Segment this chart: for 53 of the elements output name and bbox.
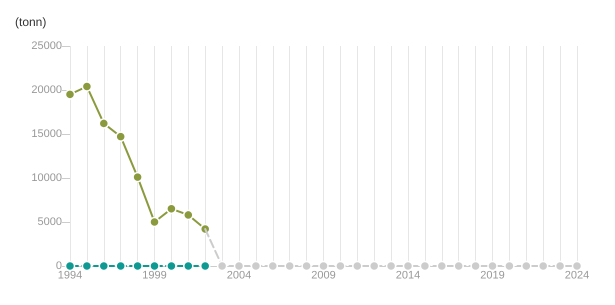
point: [149, 216, 160, 228]
point: [487, 260, 498, 272]
point: [234, 260, 244, 272]
x-tick-label: 2004: [226, 270, 252, 282]
point: [284, 260, 295, 272]
point: [183, 260, 194, 272]
x-tick-label: 2009: [311, 270, 336, 282]
y-tick-label: 15000: [31, 128, 62, 140]
point: [301, 260, 312, 272]
point: [504, 260, 515, 272]
point: [368, 260, 380, 272]
point: [250, 260, 262, 272]
y-axis-title: (tonn): [15, 15, 46, 29]
point: [82, 81, 92, 92]
x-tick-label: 2014: [396, 270, 420, 282]
point: [572, 260, 582, 272]
point: [470, 260, 481, 272]
y-tick-label: 10000: [31, 172, 62, 184]
x-tick-label: 2019: [480, 270, 505, 282]
point: [436, 260, 448, 272]
y-tick-label: 5000: [38, 216, 62, 228]
point: [402, 260, 414, 272]
x-tick-label: 2024: [564, 270, 590, 282]
point: [183, 210, 194, 220]
point: [82, 260, 92, 272]
point: [132, 172, 143, 182]
point: [200, 260, 210, 272]
point: [335, 260, 346, 272]
point: [453, 260, 464, 272]
point: [64, 89, 76, 100]
point: [98, 118, 110, 129]
point: [98, 260, 110, 272]
point: [420, 260, 430, 272]
point: [216, 260, 228, 272]
point: [386, 260, 396, 272]
point: [166, 204, 177, 214]
x-tick-label: 1999: [142, 270, 167, 282]
point: [149, 260, 160, 272]
point: [318, 260, 329, 272]
point: [554, 260, 566, 272]
point: [115, 260, 126, 272]
point: [64, 260, 76, 272]
point: [132, 260, 143, 272]
point: [352, 260, 363, 272]
y-tick-label: 0: [56, 260, 62, 272]
point: [115, 131, 126, 142]
point: [166, 260, 177, 272]
y-tick-label: 20000: [31, 84, 62, 96]
point: [268, 260, 278, 272]
x-tick-label: 1994: [58, 270, 82, 282]
point: [538, 260, 548, 272]
point: [521, 260, 532, 272]
y-tick-label: 25000: [31, 40, 62, 52]
